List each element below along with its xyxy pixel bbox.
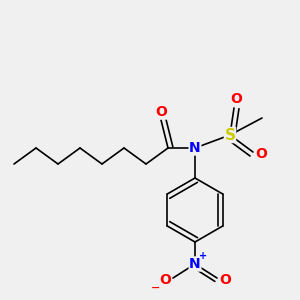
- Text: O: O: [155, 105, 167, 119]
- Text: S: S: [224, 128, 236, 142]
- Text: O: O: [230, 92, 242, 106]
- Text: O: O: [219, 273, 231, 287]
- Text: O: O: [159, 273, 171, 287]
- Text: N: N: [189, 257, 201, 271]
- Text: N: N: [189, 141, 201, 155]
- Text: +: +: [199, 251, 207, 261]
- Text: −: −: [151, 283, 161, 293]
- Text: O: O: [255, 147, 267, 161]
